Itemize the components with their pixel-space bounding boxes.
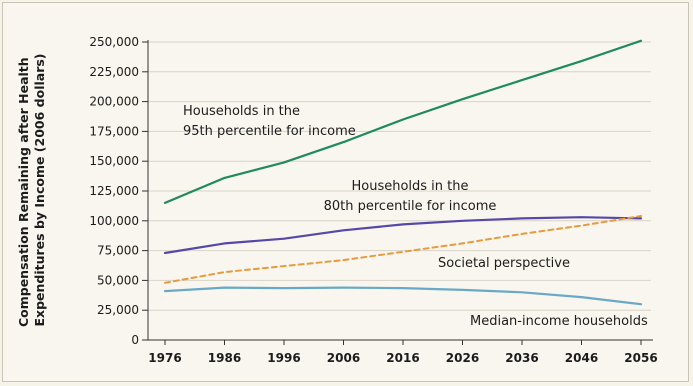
x-tick-label: 1976 (148, 351, 181, 365)
x-tick-label: 2006 (327, 351, 360, 365)
series-label-line: 95th percentile for income (183, 124, 356, 139)
y-tick-label: 25,000 (97, 303, 139, 317)
y-axis-title-line-2: Expenditures by Income (2006 dollars) (32, 53, 47, 326)
series-label-p95: Households in the 95th percentile for inc… (183, 104, 356, 139)
gridlines (148, 41, 651, 311)
series-label-median: Median-income households (470, 314, 648, 329)
y-tick-label: 0 (131, 333, 139, 347)
y-tick-label: 200,000 (89, 95, 139, 109)
x-tick-label: 2026 (446, 351, 479, 365)
x-tick-label: 2016 (386, 351, 419, 365)
y-tick-label: 225,000 (89, 65, 139, 79)
series-label-line: Societal perspective (438, 256, 570, 271)
x-tick-label: 2046 (565, 351, 598, 365)
x-tick-label: 2056 (624, 351, 657, 365)
series-label-line: Median-income households (470, 314, 648, 329)
x-tick-label: 1986 (208, 351, 241, 365)
y-tick-label: 125,000 (89, 184, 139, 198)
series-line-p80 (163, 216, 643, 255)
series-label-line: 80th percentile for income (324, 199, 497, 214)
series-label-line: Households in the (351, 179, 468, 194)
x-tick-label: 2036 (505, 351, 538, 365)
series-line-median (163, 286, 643, 306)
series-label-societal: Societal perspective (438, 256, 570, 271)
series-label-line: Households in the (183, 104, 300, 119)
y-tick-label: 250,000 (89, 35, 139, 49)
y-axis-title: Compensation Remaining after Health Expe… (16, 53, 47, 327)
series-label-p80: Households in the 80th percentile for inc… (324, 179, 497, 214)
y-tick-label: 50,000 (97, 273, 139, 287)
series-lines (163, 39, 643, 306)
y-tick-label: 100,000 (89, 214, 139, 228)
y-tick-label: 75,000 (97, 244, 139, 258)
axes: 0 25,000 50,000 75,000 100,000 125,000 150,000… (89, 35, 657, 365)
series-line-societal (164, 215, 642, 284)
y-tick-label: 150,000 (89, 154, 139, 168)
chart-frame (2, 2, 689, 382)
annotations: Households in the 95th percentile for inc… (183, 104, 648, 329)
x-tick-label: 1996 (267, 351, 300, 365)
y-tick-label: 175,000 (89, 124, 139, 138)
y-axis-title-line-1: Compensation Remaining after Health (16, 57, 31, 327)
series-line-p95 (163, 39, 643, 204)
